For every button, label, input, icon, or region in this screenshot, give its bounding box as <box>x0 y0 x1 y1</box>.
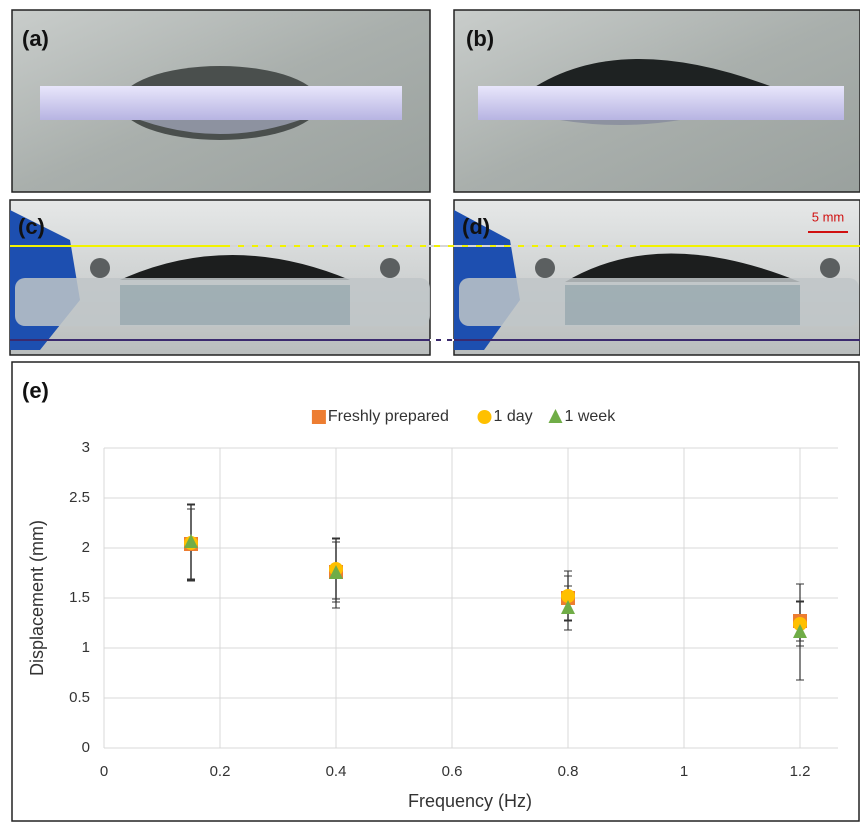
panel-label: (c) <box>18 214 45 239</box>
marker <box>561 600 575 614</box>
marker <box>477 410 492 424</box>
photo-b: (b) <box>453 9 860 193</box>
y-tick-label: 1.5 <box>69 589 90 606</box>
panel-label: (a) <box>22 26 49 51</box>
photo-a: (a) <box>11 9 431 193</box>
marker <box>184 534 198 548</box>
x-axis-title: Frequency (Hz) <box>408 791 532 811</box>
photo-c: (c) <box>9 199 431 356</box>
y-tick-label: 3 <box>82 439 90 456</box>
panel-label: (e) <box>22 378 49 403</box>
y-tick-label: 1 <box>82 639 90 656</box>
scale-bar-label: 5 mm <box>812 209 845 224</box>
marker <box>561 589 575 603</box>
x-tick-label: 0.4 <box>326 763 347 780</box>
x-tick-label: 0.6 <box>442 763 463 780</box>
photo-d: (d) 5 mm <box>453 199 860 356</box>
x-tick-label: 0.2 <box>210 763 231 780</box>
x-tick-label: 0.8 <box>558 763 579 780</box>
y-tick-label: 2 <box>82 539 90 556</box>
y-tick-label: 2.5 <box>69 489 90 506</box>
panel-label: (b) <box>466 26 494 51</box>
legend-label: 1 week <box>565 408 617 425</box>
y-tick-label: 0.5 <box>69 689 90 706</box>
y-tick-label: 0 <box>82 739 90 756</box>
marker <box>793 624 807 638</box>
marker <box>311 410 326 424</box>
chart-frame <box>11 361 860 822</box>
marker <box>548 409 563 423</box>
x-tick-label: 0 <box>100 763 108 780</box>
marker <box>329 565 343 579</box>
panel-label: (d) <box>462 214 490 239</box>
legend-label: Freshly prepared <box>328 408 449 425</box>
y-axis-title: Displacement (mm) <box>27 520 47 676</box>
legend-label: 1 day <box>494 408 533 425</box>
x-tick-label: 1.2 <box>790 763 811 780</box>
plot: 0 0.5 1 1.5 2 2.5 3 0 0.2 0.4 0.6 0.8 1 1.2 Freshly pr… <box>69 408 838 780</box>
x-tick-label: 1 <box>680 763 688 780</box>
